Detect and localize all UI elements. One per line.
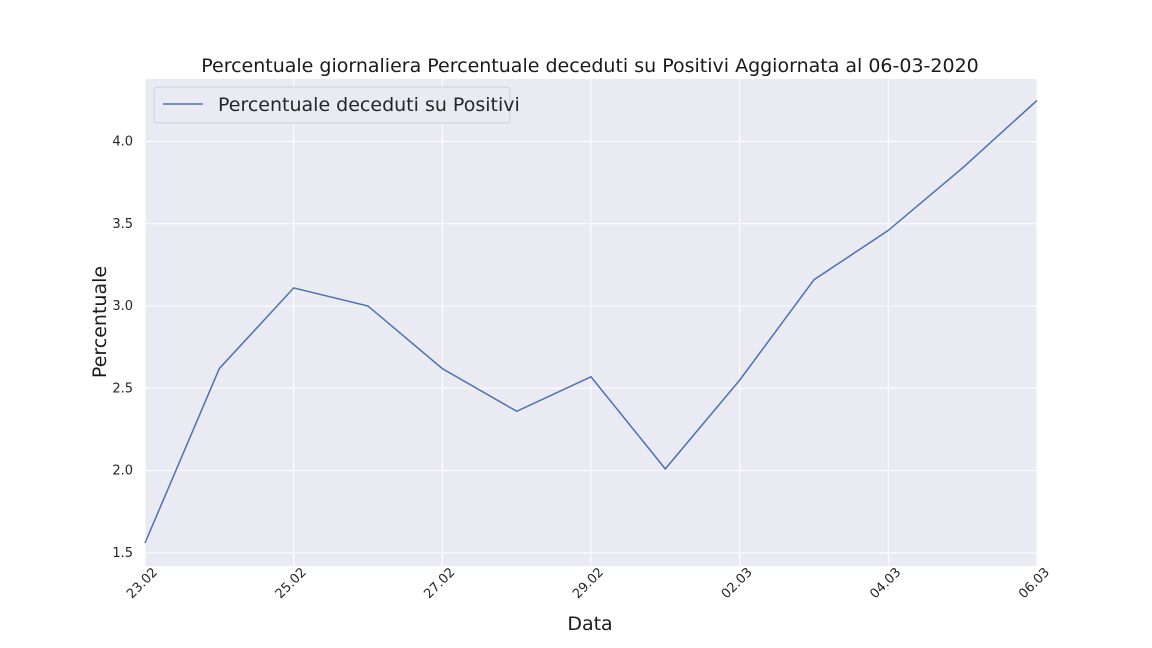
x-tick-label: 06.03 bbox=[1016, 565, 1053, 602]
legend: Percentuale deceduti su Positivi bbox=[153, 86, 520, 124]
y-tick-label: 1.5 bbox=[112, 546, 133, 561]
x-tick-label: 02.03 bbox=[719, 565, 756, 602]
y-tick-label: 3.0 bbox=[112, 299, 133, 314]
y-tick-label: 2.5 bbox=[112, 381, 133, 396]
x-tick-label: 25.02 bbox=[273, 565, 310, 602]
legend-box bbox=[153, 86, 511, 124]
y-tick-label: 2.0 bbox=[112, 464, 133, 479]
y-tick-label: 4.0 bbox=[112, 135, 133, 150]
grid-lines bbox=[144, 79, 1038, 566]
chart-title: Percentuale giornaliera Percentuale dece… bbox=[201, 55, 979, 77]
x-tick-label: 04.03 bbox=[867, 565, 904, 602]
x-tick-label: 23.02 bbox=[124, 565, 161, 602]
x-tick-label: 29.02 bbox=[570, 565, 607, 602]
y-tick-label: 3.5 bbox=[112, 217, 133, 232]
y-axis-label: Percentuale bbox=[89, 266, 111, 378]
x-axis-label: Data bbox=[567, 613, 612, 635]
x-axis-ticks: 23.02 25.02 27.02 29.02 02.03 04.03 06.03 bbox=[124, 565, 1053, 602]
x-tick-label: 27.02 bbox=[421, 565, 458, 602]
y-axis-ticks: 1.5 2.0 2.5 3.0 3.5 4.0 bbox=[112, 135, 133, 561]
legend-label: Percentuale deceduti su Positivi bbox=[218, 94, 520, 116]
series-line bbox=[144, 99, 1038, 544]
